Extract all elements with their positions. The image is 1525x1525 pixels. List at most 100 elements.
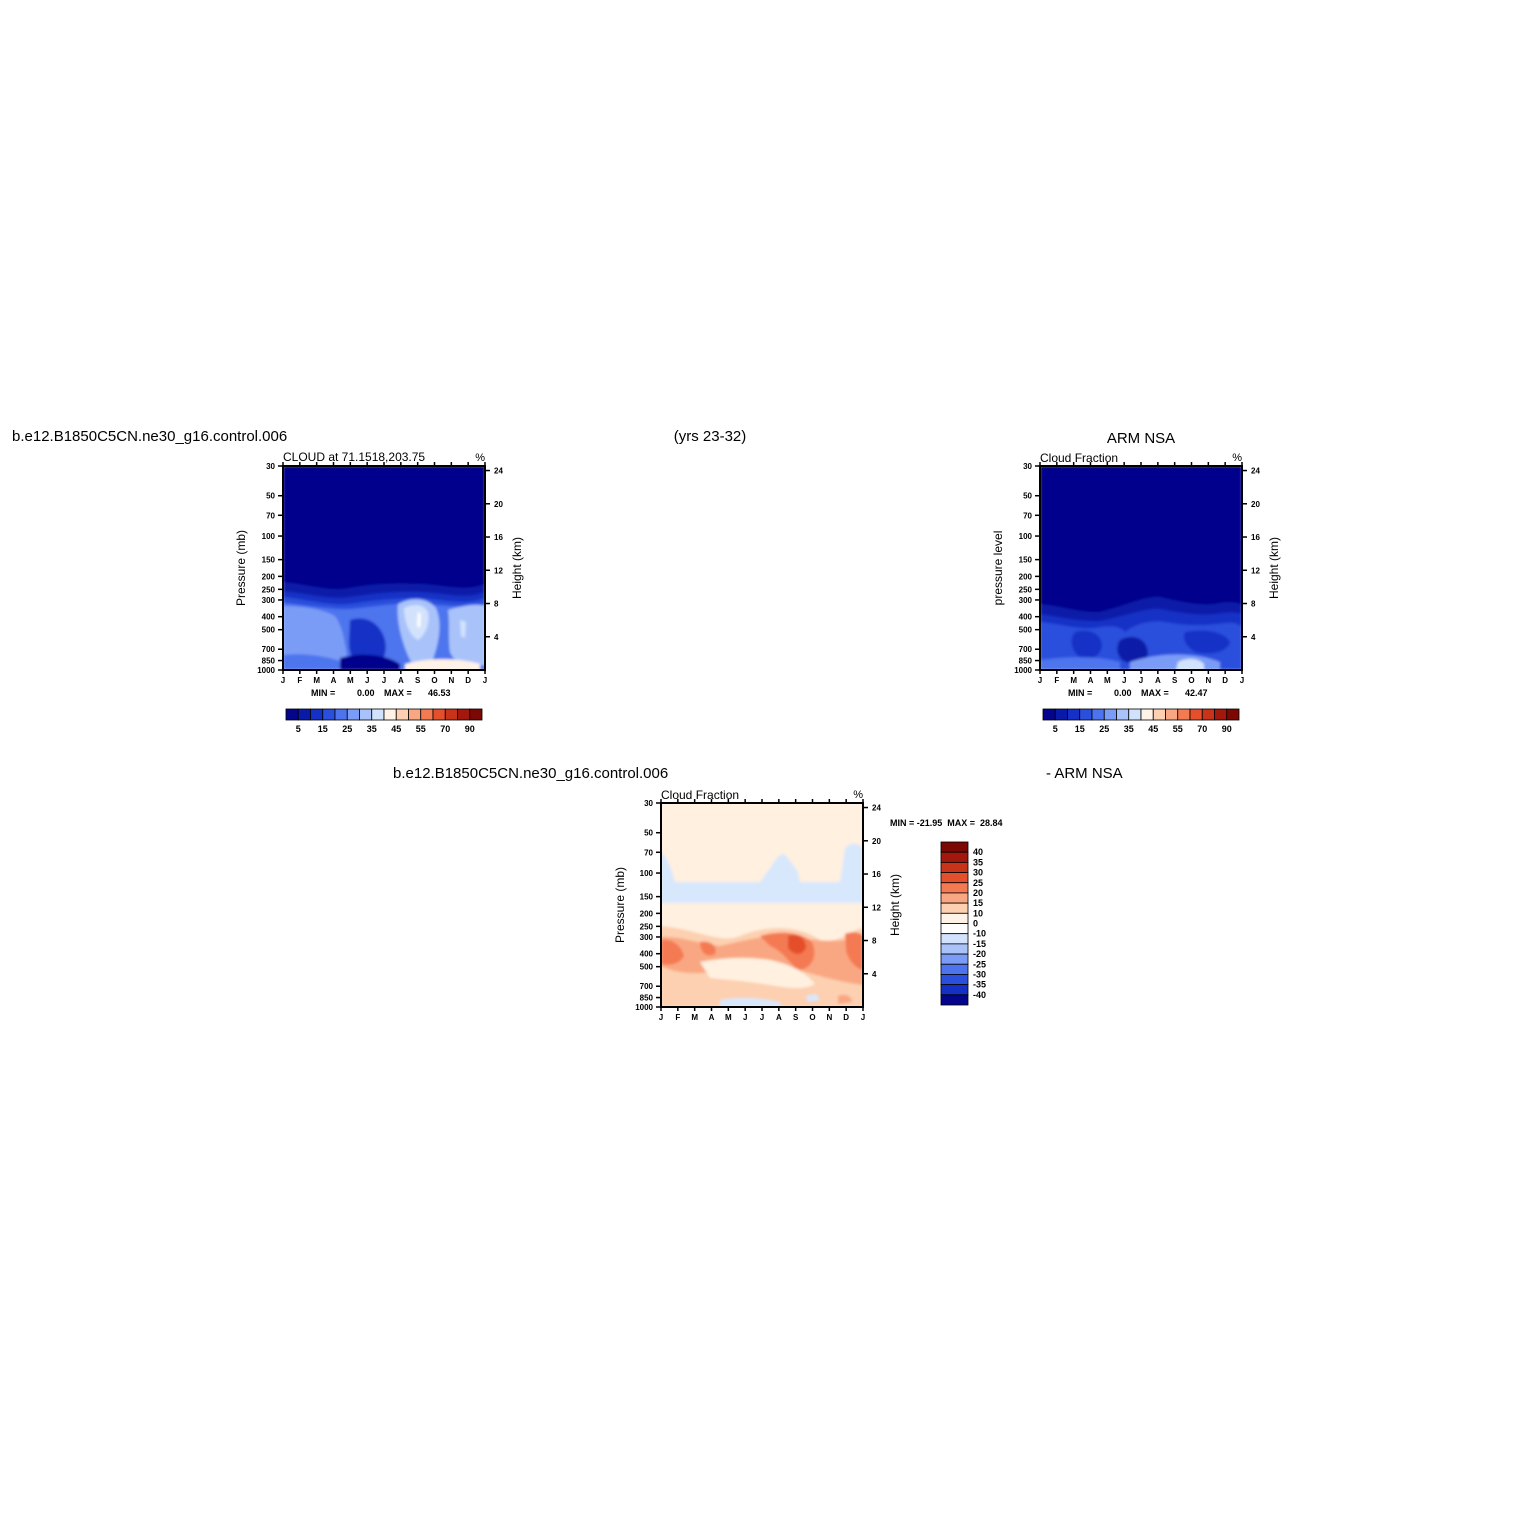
colorbar-box (1214, 708, 1228, 721)
month-tick-label: D (1222, 676, 1228, 685)
colorbar-label: 45 (1148, 724, 1158, 734)
colorbar-label: 10 (973, 908, 983, 918)
colorbar-box (1152, 708, 1166, 721)
obs-header: ARM NSA (1107, 430, 1175, 447)
pressure-tick-label: 30 (644, 799, 653, 808)
month-tick-label: M (347, 676, 354, 685)
height-tick-label: 12 (494, 566, 503, 575)
height-tick-label: 8 (494, 600, 499, 609)
min-label: MIN = (1068, 688, 1092, 698)
pressure-tick-label: 850 (1019, 657, 1033, 666)
pressure-tick-label: 500 (640, 963, 654, 972)
colorbar-box (285, 708, 299, 721)
units-label: % (853, 789, 863, 801)
pressure-tick-label: 70 (266, 511, 275, 520)
y-axis-label-right: Height (km) (1267, 537, 1281, 599)
colorbar-label: -15 (973, 939, 986, 949)
contour-fill-low-max (1176, 658, 1204, 670)
model-colorbar: 5 15 25 35 45 55 70 90 (285, 708, 483, 734)
pressure-tick-label: 1000 (257, 666, 275, 675)
pressure-tick-label: 300 (640, 933, 654, 942)
height-tick-label: 4 (494, 633, 499, 642)
colorbar-box (1165, 708, 1179, 721)
colorbar-label: -40 (973, 990, 986, 1000)
colorbar-box (1103, 708, 1117, 721)
colorbar-label: 55 (1173, 724, 1183, 734)
colorbar-box (940, 923, 969, 935)
pressure-tick-label: 100 (262, 532, 276, 541)
pressure-tick-label: 400 (262, 613, 276, 622)
pressure-tick-label: 300 (1019, 596, 1033, 605)
colorbar-label: 45 (391, 724, 401, 734)
colorbar-box (1042, 708, 1056, 721)
colorbar-box (359, 708, 373, 721)
years-header: (yrs 23-32) (674, 428, 747, 445)
y-axis-label-left: Pressure (mb) (234, 530, 248, 606)
pressure-tick-label: 250 (262, 585, 276, 594)
colorbar-box (940, 872, 969, 884)
colorbar-label: -25 (973, 959, 986, 969)
contour-fill-10-15-east (1183, 630, 1230, 654)
pressure-tick-label: 850 (640, 994, 654, 1003)
max-label: MAX = (384, 688, 412, 698)
colorbar-label: 15 (318, 724, 328, 734)
pressure-tick-label: 150 (262, 556, 276, 565)
colorbar-label: 0 (973, 919, 978, 929)
height-tick-label: 16 (872, 870, 881, 879)
pressure-tick-label: 400 (1019, 613, 1033, 622)
colorbar-box (940, 943, 969, 955)
height-tick-label: 4 (872, 970, 877, 979)
colorbar-box (940, 963, 969, 975)
colorbar-box (1201, 708, 1215, 721)
month-tick-label: M (1104, 676, 1111, 685)
month-tick-label: J (760, 1013, 764, 1022)
contour-fill-10-15-west (1071, 630, 1102, 659)
colorbar-label: 70 (440, 724, 450, 734)
colorbar-box (940, 994, 969, 1006)
colorbar-label: 70 (1197, 724, 1207, 734)
month-tick-label: A (709, 1013, 715, 1022)
contour-fill-neg-upper (661, 843, 863, 903)
colorbar-box (1091, 708, 1105, 721)
colorbar-box (346, 708, 360, 721)
diff-case-header: b.e12.B1850C5CN.ne30_g16.control.006 (393, 765, 668, 782)
colorbar-box (1140, 708, 1154, 721)
height-tick-label: 20 (1251, 500, 1260, 509)
colorbar-label: 35 (1124, 724, 1134, 734)
contour-fill-max-core (417, 612, 421, 628)
colorbar-box (444, 708, 458, 721)
colorbar-label: 20 (973, 888, 983, 898)
max-label: MAX = (1141, 688, 1169, 698)
colorbar-label: 35 (973, 857, 983, 867)
colorbar-box (310, 708, 324, 721)
month-tick-label: M (313, 676, 320, 685)
height-tick-label: 8 (872, 937, 877, 946)
month-tick-label: J (483, 676, 487, 685)
contour-fill-surface-east (838, 994, 852, 1004)
pressure-tick-label: 70 (644, 848, 653, 857)
month-tick-label: A (776, 1013, 782, 1022)
colorbar-box (940, 841, 969, 853)
month-tick-label: M (691, 1013, 698, 1022)
min-value: 0.00 (357, 688, 375, 698)
pressure-tick-label: 250 (640, 922, 654, 931)
pressure-tick-label: 1000 (635, 1003, 653, 1012)
height-tick-label: 24 (494, 467, 503, 476)
colorbar-box (334, 708, 348, 721)
colorbar-box (322, 708, 336, 721)
height-tick-label: 20 (872, 837, 881, 846)
pressure-tick-label: 50 (266, 492, 275, 501)
colorbar-label: 90 (465, 724, 475, 734)
colorbar-box (1128, 708, 1142, 721)
month-tick-label: J (743, 1013, 747, 1022)
colorbar-box (383, 708, 397, 721)
colorbar-label: -30 (973, 969, 986, 979)
month-tick-label: J (382, 676, 386, 685)
pressure-tick-label: 30 (266, 462, 275, 471)
contour-fill-low-east (405, 659, 480, 670)
colorbar-box (1189, 708, 1203, 721)
